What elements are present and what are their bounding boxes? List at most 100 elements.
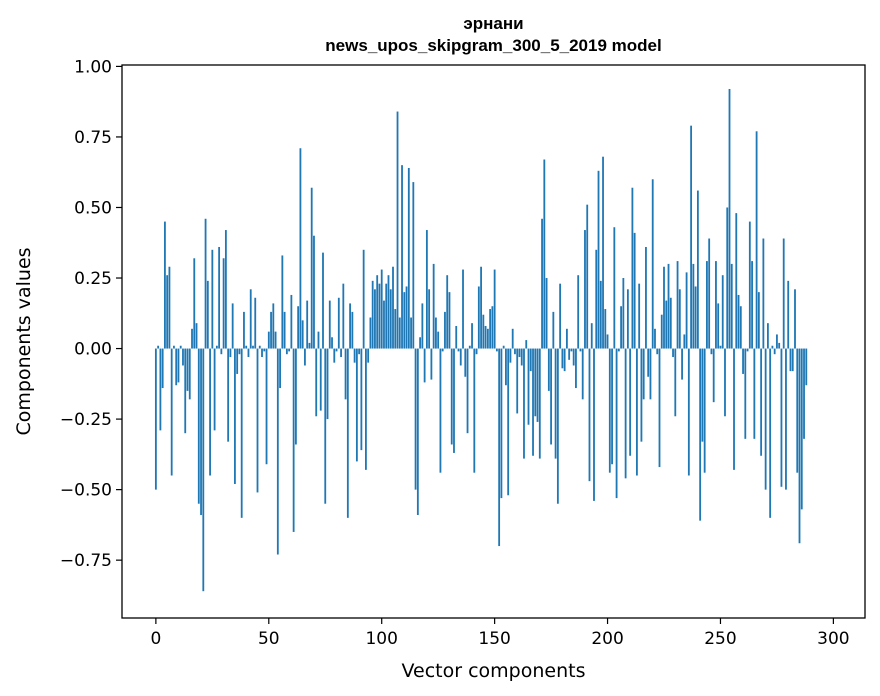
bar — [213, 348, 216, 431]
bar — [507, 348, 510, 496]
bar — [209, 348, 211, 476]
bar — [629, 348, 632, 456]
bar — [159, 348, 162, 431]
bar — [480, 266, 482, 349]
bar — [565, 328, 568, 349]
bar — [568, 348, 571, 360]
bar — [712, 348, 715, 403]
x-tick-label: 200 — [591, 629, 623, 649]
bar — [168, 266, 171, 349]
bar — [755, 131, 758, 349]
bar — [261, 348, 263, 358]
bar — [672, 348, 674, 358]
bar — [728, 88, 731, 349]
bar — [272, 303, 275, 349]
bar — [570, 348, 573, 352]
bar — [387, 275, 390, 349]
bar — [288, 348, 291, 352]
bar — [656, 348, 659, 355]
bar — [222, 258, 225, 349]
bar — [762, 238, 765, 349]
bar — [279, 348, 281, 389]
bar — [177, 348, 180, 383]
bar — [690, 125, 693, 349]
bar — [541, 218, 543, 349]
bar — [538, 348, 541, 459]
bar — [304, 348, 306, 366]
bar — [328, 300, 331, 349]
bar — [344, 348, 347, 400]
bar — [475, 348, 478, 355]
chart-subtitle: news_upos_skipgram_300_5_2019 model — [325, 36, 661, 55]
bar — [631, 187, 634, 349]
bar — [471, 323, 473, 349]
x-tick-label: 250 — [704, 629, 736, 649]
bar — [437, 331, 440, 349]
bar — [236, 348, 239, 374]
bar — [428, 289, 431, 349]
bar — [593, 348, 595, 501]
bar — [572, 348, 575, 366]
bar — [439, 348, 442, 473]
bar — [550, 348, 552, 445]
bar — [473, 348, 476, 473]
bar — [764, 348, 767, 490]
bar — [464, 348, 467, 377]
bar — [448, 292, 451, 349]
bar — [191, 328, 193, 349]
bar — [446, 275, 449, 349]
y-axis-label: Components values — [13, 247, 35, 435]
bar — [676, 261, 679, 349]
bar — [796, 348, 799, 473]
y-tick-label: −0.50 — [60, 481, 112, 501]
bar — [737, 294, 740, 349]
bar — [362, 249, 365, 349]
bar — [392, 266, 394, 349]
bar — [626, 289, 629, 349]
bar — [638, 283, 641, 349]
bar — [516, 348, 519, 414]
bar — [337, 297, 340, 349]
bar — [430, 348, 433, 380]
bar — [195, 323, 198, 349]
bar — [224, 230, 227, 349]
bar — [651, 179, 654, 349]
y-tick-label: −0.75 — [60, 551, 112, 571]
bar — [229, 348, 232, 358]
bar — [669, 297, 672, 349]
bar — [798, 348, 801, 544]
bar — [563, 348, 566, 372]
bar — [559, 283, 562, 349]
bar — [202, 348, 205, 592]
bar — [645, 246, 647, 349]
bar — [164, 221, 166, 349]
bar — [505, 348, 507, 386]
bar — [547, 348, 550, 391]
bar — [785, 348, 787, 490]
bar — [484, 325, 487, 349]
bar — [523, 348, 525, 459]
bar — [703, 348, 706, 473]
bar — [498, 348, 501, 547]
bar — [617, 348, 620, 352]
bar — [780, 348, 783, 487]
bar — [588, 348, 591, 482]
bar — [299, 148, 302, 349]
bar — [394, 309, 397, 349]
bar — [649, 348, 652, 400]
bar — [389, 289, 392, 349]
bar — [543, 159, 546, 349]
bar — [358, 348, 361, 355]
bar — [414, 348, 417, 490]
bar — [554, 348, 557, 459]
bar — [374, 289, 376, 349]
y-tick-label: −0.25 — [60, 410, 112, 430]
bar — [482, 314, 485, 349]
bar — [608, 348, 611, 473]
bar — [378, 283, 381, 349]
bar — [240, 348, 243, 518]
bar — [333, 348, 336, 363]
bar — [791, 348, 794, 372]
bar — [701, 348, 704, 442]
